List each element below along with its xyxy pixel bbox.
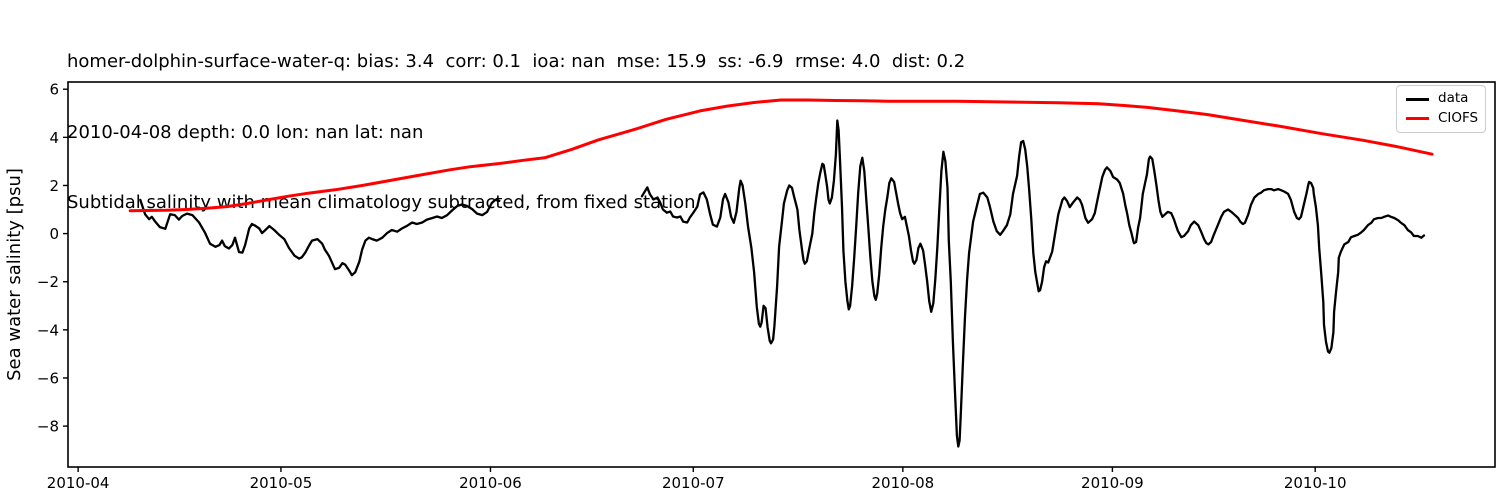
legend: data CIOFS — [1396, 85, 1486, 133]
x-tick-label: 2010-09 — [1081, 474, 1144, 492]
x-tick-label: 2010-08 — [871, 474, 934, 492]
axes-frame — [67, 81, 1496, 468]
legend-item-data: data — [1406, 92, 1485, 106]
x-tick-label: 2010-07 — [662, 474, 725, 492]
y-tick-label: −4 — [37, 321, 59, 339]
legend-label-ciofs: CIOFS — [1438, 110, 1479, 127]
title-line-date-depth: 2010-04-08 depth: 0.0 lon: nan lat: nan — [67, 121, 424, 143]
y-tick-label: 6 — [49, 81, 59, 99]
legend-label-data: data — [1438, 90, 1469, 107]
y-tick-label: −2 — [37, 273, 59, 291]
y-tick-label: 4 — [49, 129, 59, 147]
x-tick-label: 2010-05 — [250, 474, 313, 492]
series-data-segment-0 — [139, 198, 501, 277]
series-data-segment-1 — [640, 119, 1426, 448]
y-tick-label: −6 — [37, 369, 59, 387]
y-tick-label: 0 — [49, 225, 59, 243]
plot-titles: homer-dolphin-surface-water-q: bias: 3.4… — [67, 3, 965, 262]
y-tick-label: 2 — [49, 177, 59, 195]
y-tick-label: −8 — [37, 418, 59, 436]
title-line-description: Subtidal salinity with mean climatology … — [67, 192, 696, 213]
legend-item-ciofs: CIOFS — [1406, 112, 1485, 126]
data-line-swatch — [1406, 97, 1429, 101]
ciofs-line-swatch — [1406, 117, 1429, 121]
series-CIOFS-segment-0 — [128, 98, 1434, 213]
x-tick-label: 2010-06 — [459, 474, 522, 492]
x-tick-label: 2010-10 — [1284, 474, 1347, 492]
title-line-stats: homer-dolphin-surface-water-q: bias: 3.4… — [67, 51, 966, 72]
y-axis-label: Sea water salinity [psu] — [4, 168, 25, 381]
x-tick-label: 2010-04 — [47, 474, 110, 492]
